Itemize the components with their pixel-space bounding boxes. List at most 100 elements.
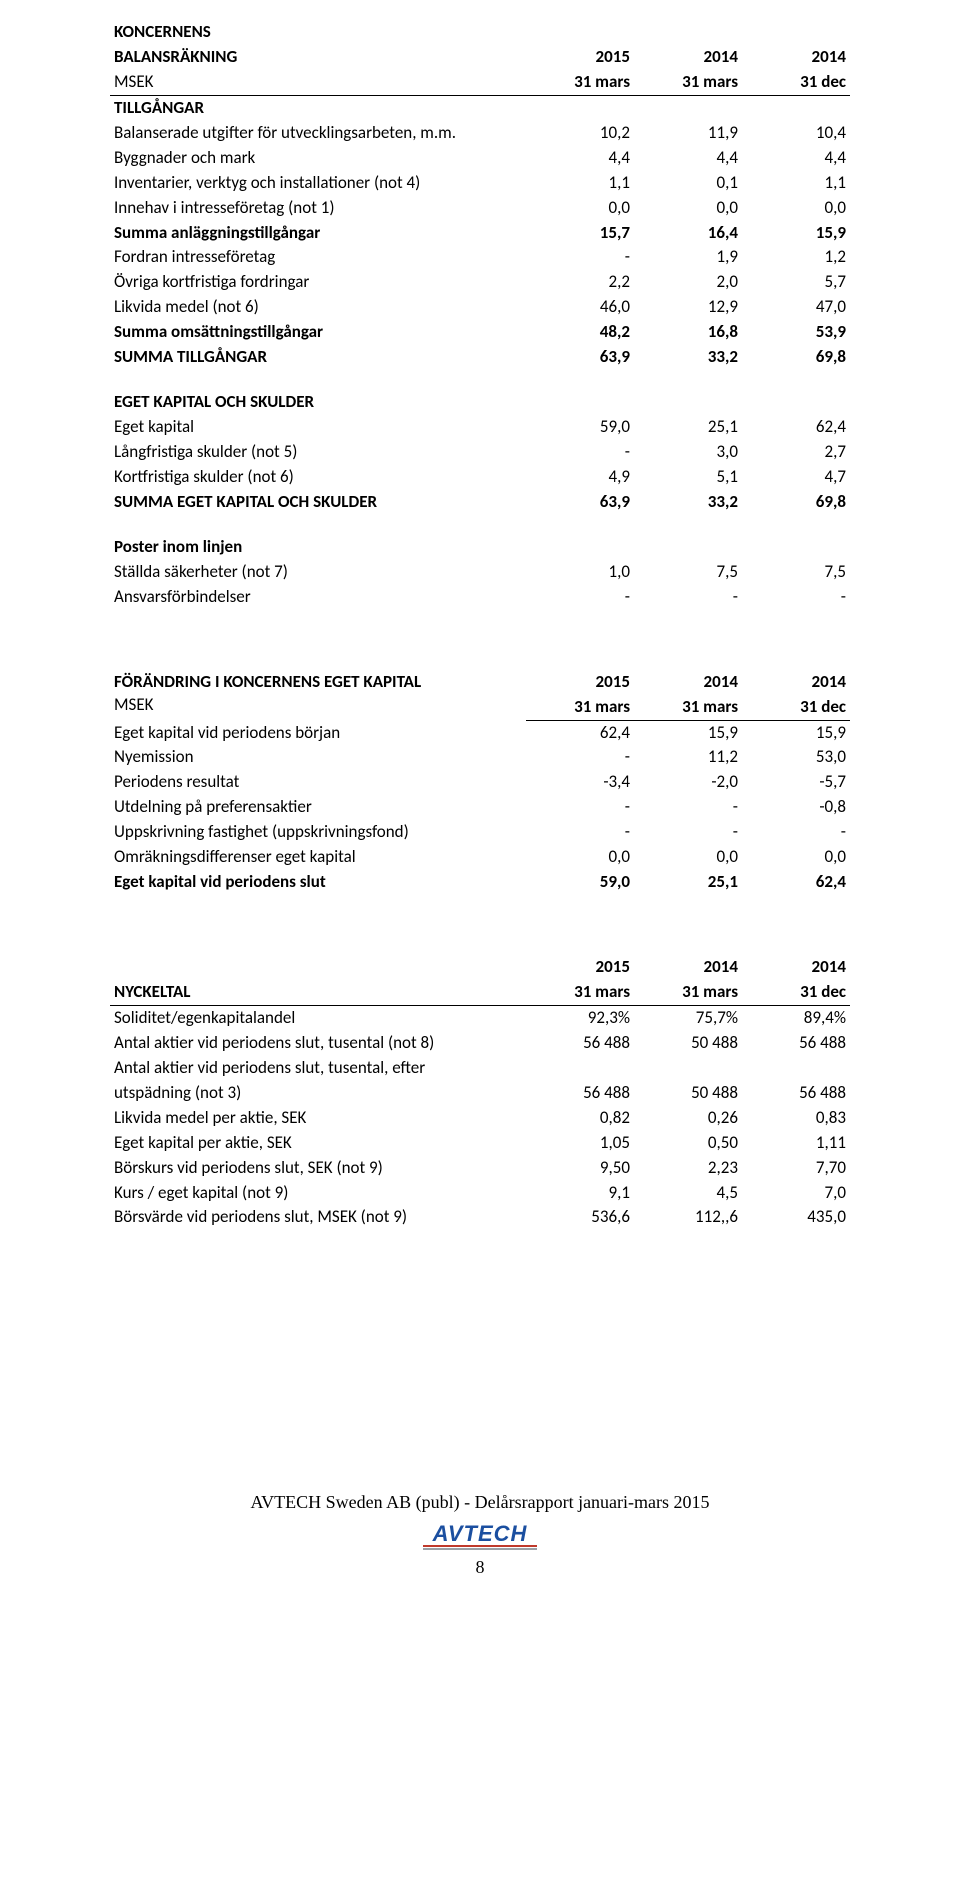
row-label: Ställda säkerheter (not 7) xyxy=(110,560,526,585)
balance-sheet-table: KONCERNENS BALANSRÄKNING 2015 2014 2014 … xyxy=(110,20,850,610)
cell: 89,4% xyxy=(742,1005,850,1030)
row-label: Långfristiga skulder (not 5) xyxy=(110,440,526,465)
cell: 47,0 xyxy=(742,295,850,320)
cell: 56 488 xyxy=(742,1031,850,1056)
cell: 63,9 xyxy=(526,490,634,515)
row-label: SUMMA TILLGÅNGAR xyxy=(110,345,526,370)
table-row: Periodens resultat -3,4 -2,0 -5,7 xyxy=(110,770,850,795)
cell: 4,7 xyxy=(742,465,850,490)
table-row: Antal aktier vid periodens slut, tusenta… xyxy=(110,1031,850,1056)
sum-row: SUMMA TILLGÅNGAR 63,9 33,2 69,8 xyxy=(110,345,850,370)
cell: 2,2 xyxy=(526,270,634,295)
cell: 9,50 xyxy=(526,1156,634,1181)
table-row: Inventarier, verktyg och installationer … xyxy=(110,171,850,196)
col-year-1: 2015 xyxy=(526,45,634,70)
cell: 92,3% xyxy=(526,1005,634,1030)
sum-row: SUMMA EGET KAPITAL OCH SKULDER 63,9 33,2… xyxy=(110,490,850,515)
cell: - xyxy=(742,585,850,610)
row-label: Börsvärde vid periodens slut, MSEK (not … xyxy=(110,1205,526,1230)
cell: 0,50 xyxy=(634,1131,742,1156)
cell: 0,0 xyxy=(742,196,850,221)
col-date-1: 31 mars xyxy=(526,980,634,1005)
cell: 62,4 xyxy=(526,720,634,745)
cell: 46,0 xyxy=(526,295,634,320)
cell: -0,8 xyxy=(742,795,850,820)
cell: 16,4 xyxy=(634,221,742,246)
footer-text: AVTECH Sweden AB (publ) - Delårsrapport … xyxy=(110,1490,850,1514)
cell: 0,0 xyxy=(526,196,634,221)
cell: 1,2 xyxy=(742,245,850,270)
col-date-1: 31 mars xyxy=(526,70,634,95)
row-label: Fordran intresseföretag xyxy=(110,245,526,270)
table-row: Utdelning på preferensaktier - - -0,8 xyxy=(110,795,850,820)
cell: 33,2 xyxy=(634,490,742,515)
cell: 0,0 xyxy=(634,845,742,870)
tbl1-unit: MSEK xyxy=(110,70,526,95)
cell: 9,1 xyxy=(526,1181,634,1206)
row-label: Övriga kortfristiga fordringar xyxy=(110,270,526,295)
cell: 15,9 xyxy=(634,720,742,745)
row-label: Innehav i intresseföretag (not 1) xyxy=(110,196,526,221)
sum-row: Summa omsättningstillgångar 48,2 16,8 53… xyxy=(110,320,850,345)
cell: 50 488 xyxy=(634,1081,742,1106)
table-row: Likvida medel per aktie, SEK 0,82 0,26 0… xyxy=(110,1106,850,1131)
row-label: Soliditet/egenkapitalandel xyxy=(110,1005,526,1030)
row-label: Börskurs vid periodens slut, SEK (not 9) xyxy=(110,1156,526,1181)
table-row: Soliditet/egenkapitalandel 92,3% 75,7% 8… xyxy=(110,1005,850,1030)
table-row: Nyemission - 11,2 53,0 xyxy=(110,745,850,770)
cell: 536,6 xyxy=(526,1205,634,1230)
sum-row: Summa anläggningstillgångar 15,7 16,4 15… xyxy=(110,221,850,246)
tbl2-title: FÖRÄNDRING I KONCERNENS EGET KAPITAL xyxy=(114,671,421,692)
table-row: Börsvärde vid periodens slut, MSEK (not … xyxy=(110,1205,850,1230)
table-row: Långfristiga skulder (not 5) - 3,0 2,7 xyxy=(110,440,850,465)
cell: 48,2 xyxy=(526,320,634,345)
cell: 435,0 xyxy=(742,1205,850,1230)
row-label: Eget kapital per aktie, SEK xyxy=(110,1131,526,1156)
cell: 75,7% xyxy=(634,1005,742,1030)
cell: 25,1 xyxy=(634,415,742,440)
cell: 56 488 xyxy=(526,1081,634,1106)
cell: - xyxy=(634,820,742,845)
tbl1-title-l2: BALANSRÄKNING xyxy=(110,45,526,70)
col-year-3: 2014 xyxy=(742,45,850,70)
cell: 2,23 xyxy=(634,1156,742,1181)
table-row: Ställda säkerheter (not 7) 1,0 7,5 7,5 xyxy=(110,560,850,585)
cell: - xyxy=(634,585,742,610)
cell: 7,5 xyxy=(742,560,850,585)
cell: 1,0 xyxy=(526,560,634,585)
cell: 4,5 xyxy=(634,1181,742,1206)
table-row: Kortfristiga skulder (not 6) 4,9 5,1 4,7 xyxy=(110,465,850,490)
row-label-wrap-l2: utspädning (not 3) xyxy=(110,1081,526,1106)
cell: 53,0 xyxy=(742,745,850,770)
table-row: Byggnader och mark 4,4 4,4 4,4 xyxy=(110,146,850,171)
col-date-3: 31 dec xyxy=(742,695,850,720)
cell: 25,1 xyxy=(634,870,742,895)
cell: 4,4 xyxy=(634,146,742,171)
cell: 7,0 xyxy=(742,1181,850,1206)
table-row: utspädning (not 3) 56 488 50 488 56 488 xyxy=(110,1081,850,1106)
cell: 7,5 xyxy=(634,560,742,585)
table-row: Balanserade utgifter för utvecklingsarbe… xyxy=(110,121,850,146)
cell: 62,4 xyxy=(742,870,850,895)
cell: - xyxy=(634,795,742,820)
table-row: Likvida medel (not 6) 46,0 12,9 47,0 xyxy=(110,295,850,320)
row-label: Nyemission xyxy=(110,745,526,770)
col-date-2: 31 mars xyxy=(634,695,742,720)
row-label: Eget kapital xyxy=(110,415,526,440)
cell: -5,7 xyxy=(742,770,850,795)
cell: 0,83 xyxy=(742,1106,850,1131)
cell: 10,4 xyxy=(742,121,850,146)
col-year-3: 2014 xyxy=(742,670,850,695)
cell: - xyxy=(526,585,634,610)
cell: 5,1 xyxy=(634,465,742,490)
col-date-3: 31 dec xyxy=(742,980,850,1005)
cell: -2,0 xyxy=(634,770,742,795)
logo-text: AVTECH xyxy=(432,1521,528,1546)
section-assets: TILLGÅNGAR xyxy=(110,95,526,120)
cell: 11,2 xyxy=(634,745,742,770)
row-label-wrap-l1: Antal aktier vid periodens slut, tusenta… xyxy=(110,1056,526,1081)
cell: 12,9 xyxy=(634,295,742,320)
cell: 10,2 xyxy=(526,121,634,146)
col-date-2: 31 mars xyxy=(634,980,742,1005)
key-figures-table: 2015 2014 2014 NYCKELTAL 31 mars 31 mars… xyxy=(110,955,850,1230)
